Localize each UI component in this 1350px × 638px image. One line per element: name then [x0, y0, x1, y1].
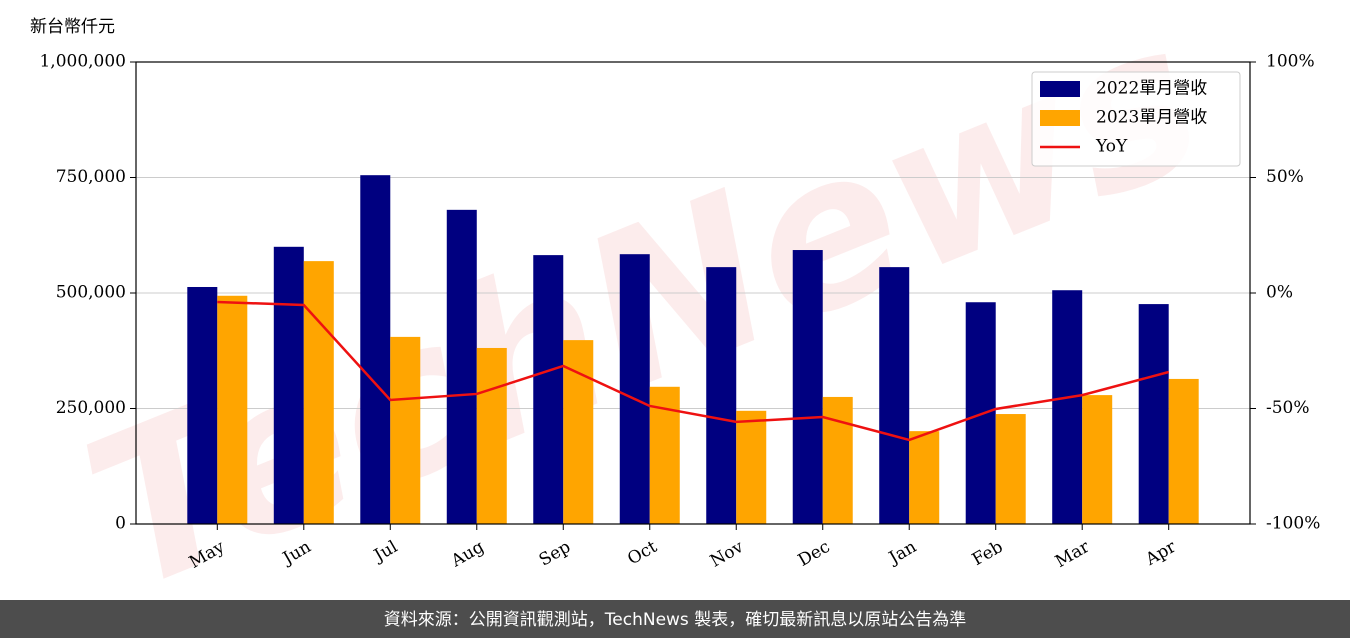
bar: [995, 414, 1026, 524]
x-tick-label: Mar: [1052, 536, 1094, 572]
legend-swatch: [1040, 110, 1080, 126]
plot-frame: [135, 61, 1251, 525]
y-tick-label: 500,000: [56, 283, 126, 303]
y2-tick-label: -50%: [1266, 398, 1310, 418]
legend-label: 2022單月營收: [1096, 79, 1207, 99]
y2-tick-label: -100%: [1266, 514, 1320, 534]
legend-label: YoY: [1095, 137, 1128, 157]
y-axis-title: 新台幣仟元: [30, 17, 115, 37]
x-tick-label: Apr: [1141, 536, 1180, 570]
bar: [446, 209, 477, 524]
bar: [909, 431, 940, 524]
legend-label: 2023單月營收: [1096, 108, 1207, 128]
y-tick-label: 250,000: [56, 398, 126, 418]
x-tick-label: Dec: [795, 537, 834, 571]
bar: [1168, 378, 1199, 524]
y-tick-label: 1,000,000: [39, 52, 126, 72]
legend-box: [1031, 71, 1241, 167]
x-tick-label: Feb: [969, 537, 1007, 570]
bar: [217, 295, 248, 524]
bar: [303, 261, 334, 524]
source-note: 資料來源：公開資訊觀測站，TechNews 製表，確切最新訊息以原站公告為準: [384, 610, 966, 630]
bar: [533, 255, 564, 524]
bar: [476, 347, 507, 524]
y-tick-label: 750,000: [56, 167, 126, 187]
bar: [1138, 304, 1169, 524]
legend-swatch: [1040, 81, 1080, 97]
bar: [273, 246, 304, 525]
bar: [360, 175, 391, 524]
y-tick-label: 0: [115, 514, 126, 534]
yoy-line: [217, 300, 1170, 442]
y2-tick-label: 50%: [1266, 167, 1304, 187]
bar: [187, 286, 218, 524]
bar: [1052, 290, 1083, 524]
bar: [879, 267, 910, 524]
y2-tick-label: 100%: [1266, 52, 1315, 72]
x-tick-label: Oct: [624, 537, 660, 570]
bar: [736, 410, 767, 524]
bar: [1082, 395, 1113, 524]
x-tick-label: Jan: [884, 537, 920, 569]
footer-bar: [0, 600, 1350, 638]
y2-tick-label: 0%: [1266, 283, 1293, 303]
bar: [792, 250, 823, 524]
x-tick-label: Nov: [707, 537, 747, 572]
bar: [822, 396, 853, 524]
x-tick-label: Aug: [447, 537, 488, 572]
bar: [619, 254, 650, 524]
bar: [563, 340, 594, 524]
x-tick-label: Sep: [536, 537, 574, 571]
bar: [706, 267, 737, 524]
bar: [390, 336, 421, 524]
